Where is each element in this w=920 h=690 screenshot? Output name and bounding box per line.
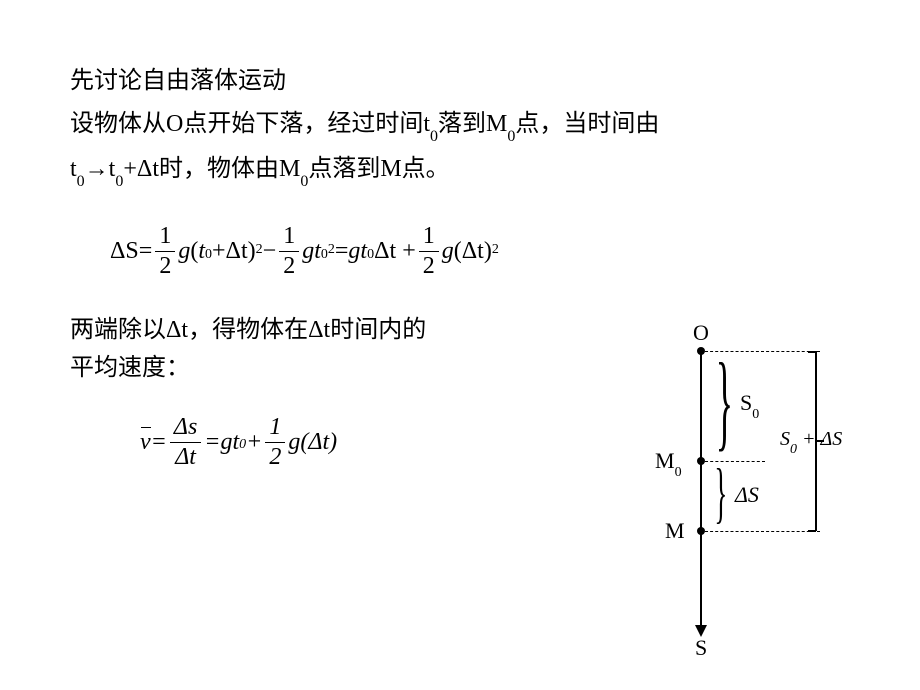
- para1-mid2: +Δt时，物体由M: [123, 156, 300, 182]
- para1-end: 点，当时间由: [515, 111, 659, 137]
- f1-half3: 1 2: [419, 222, 439, 281]
- f1-t1: t: [198, 238, 205, 265]
- f2-sub0: 0: [239, 437, 246, 453]
- label-deltaS: ΔS: [735, 482, 759, 508]
- para1-line2-pre: 设物体从O点开始下落，经过时间t: [70, 111, 430, 137]
- para1-sub3: 0: [77, 173, 85, 190]
- brace-S0: }: [716, 363, 733, 439]
- f1-sq2: 2: [328, 242, 335, 258]
- spd-pre: S: [780, 428, 790, 450]
- f1-gt2: gt: [348, 238, 367, 265]
- point-M: [697, 527, 705, 535]
- f1-half2: 1 2: [279, 222, 299, 281]
- f1-eq2: =: [335, 238, 349, 265]
- label-S0-s: S: [740, 390, 752, 415]
- para1-sub5: 0: [300, 173, 308, 190]
- paragraph-1: 先讨论自由落体运动 设物体从O点开始下落，经过时间t0落到M0点，当时间由 t0…: [70, 60, 850, 192]
- label-S0: S0: [740, 390, 759, 420]
- para1-mid: 落到M: [438, 111, 507, 137]
- label-M0-m: M: [655, 448, 675, 473]
- label-S0-plus-dS: S0 + ΔS: [780, 428, 842, 455]
- para1-end2: 点落到M点。: [308, 156, 449, 182]
- para1-line1: 先讨论自由落体运动: [70, 60, 850, 103]
- label-M0-sub: 0: [675, 465, 682, 480]
- spd-end: S: [832, 428, 842, 450]
- f1-sq1: 2: [256, 242, 263, 258]
- f1-num2: 1: [279, 222, 299, 252]
- para1-sub2: 0: [507, 128, 515, 145]
- f2-half: 1 2: [265, 413, 285, 472]
- para2-line2: 平均速度：: [70, 349, 550, 387]
- f1-plus1: +: [212, 238, 226, 265]
- f1-gt1: gt: [302, 238, 321, 265]
- f2-plus: +: [246, 429, 262, 456]
- f1-sq3: 2: [492, 242, 499, 258]
- para1-t: t: [70, 156, 77, 182]
- para1-line2: 设物体从O点开始下落，经过时间t0落到M0点，当时间由: [70, 103, 850, 148]
- point-M0: [697, 457, 705, 465]
- f2-g: g: [288, 429, 300, 456]
- formula-delta-s: ΔS = 1 2 g ( t 0 + Δt ) 2 − 1 2 gt 0 2 =…: [110, 222, 850, 281]
- vertical-axis: [700, 350, 702, 630]
- f2-gt: gt: [221, 429, 240, 456]
- label-S0-sub: 0: [752, 407, 759, 422]
- f2-eq2: =: [204, 429, 220, 456]
- f1-rp1: ): [248, 238, 256, 265]
- label-S: S: [695, 635, 707, 661]
- f2-dt: Δt: [308, 429, 329, 456]
- f2-frac-ds: Δs Δt: [170, 413, 201, 472]
- f2-dsnum: Δs: [170, 413, 201, 443]
- f1-g2: g: [442, 238, 454, 265]
- f1-num1: 1: [155, 222, 175, 252]
- f1-half1: 1 2: [155, 222, 175, 281]
- f2-eq1: =: [151, 429, 167, 456]
- f1-den1: 2: [155, 252, 175, 281]
- brace-deltaS: }: [714, 470, 727, 517]
- f1-sub2: 0: [321, 247, 328, 263]
- f1-dt1: Δt: [226, 238, 248, 265]
- f2-dtden: Δt: [171, 443, 200, 472]
- f1-lp2: (: [454, 238, 462, 265]
- para1-sub1: 0: [430, 128, 438, 145]
- f1-num3: 1: [419, 222, 439, 252]
- f1-den2: 2: [279, 252, 299, 281]
- point-O: [697, 347, 705, 355]
- para1-sub4: 0: [115, 173, 123, 190]
- dash-M: [705, 531, 820, 532]
- f1-dt2: Δt: [462, 238, 484, 265]
- f2-v: v: [140, 429, 151, 456]
- f2-den: 2: [265, 443, 285, 472]
- f1-eq1: =: [139, 238, 153, 265]
- f2-num: 1: [265, 413, 285, 443]
- spd-mid: + Δ: [797, 428, 832, 450]
- paragraph-2: 两端除以Δt，得物体在Δt时间内的 平均速度：: [70, 311, 550, 388]
- spd-sub: 0: [790, 442, 797, 457]
- f1-g1: g: [178, 238, 190, 265]
- para1-arrow: →t: [85, 156, 116, 182]
- f1-deltaS: ΔS: [110, 238, 139, 265]
- para2-line1: 两端除以Δt，得物体在Δt时间内的: [70, 311, 550, 349]
- f2-rp: ): [329, 429, 337, 456]
- label-O: O: [693, 320, 709, 346]
- bracket-top-tick: [808, 351, 816, 353]
- f1-rp2: ): [484, 238, 492, 265]
- para1-line3: t0→t0+Δt时，物体由M0点落到M点。: [70, 148, 850, 193]
- f1-den3: 2: [419, 252, 439, 281]
- label-M: M: [665, 518, 685, 544]
- f1-sub3: 0: [367, 247, 374, 263]
- f1-lp1: (: [190, 238, 198, 265]
- f1-gtdt: Δt +: [374, 238, 416, 265]
- label-M0: M0: [655, 448, 682, 478]
- free-fall-diagram: O M0 M S } S0 } ΔS S0 + ΔS: [600, 320, 860, 660]
- f1-minus: −: [263, 238, 277, 265]
- f1-sub1: 0: [205, 247, 212, 263]
- bracket-bot-tick: [808, 530, 816, 532]
